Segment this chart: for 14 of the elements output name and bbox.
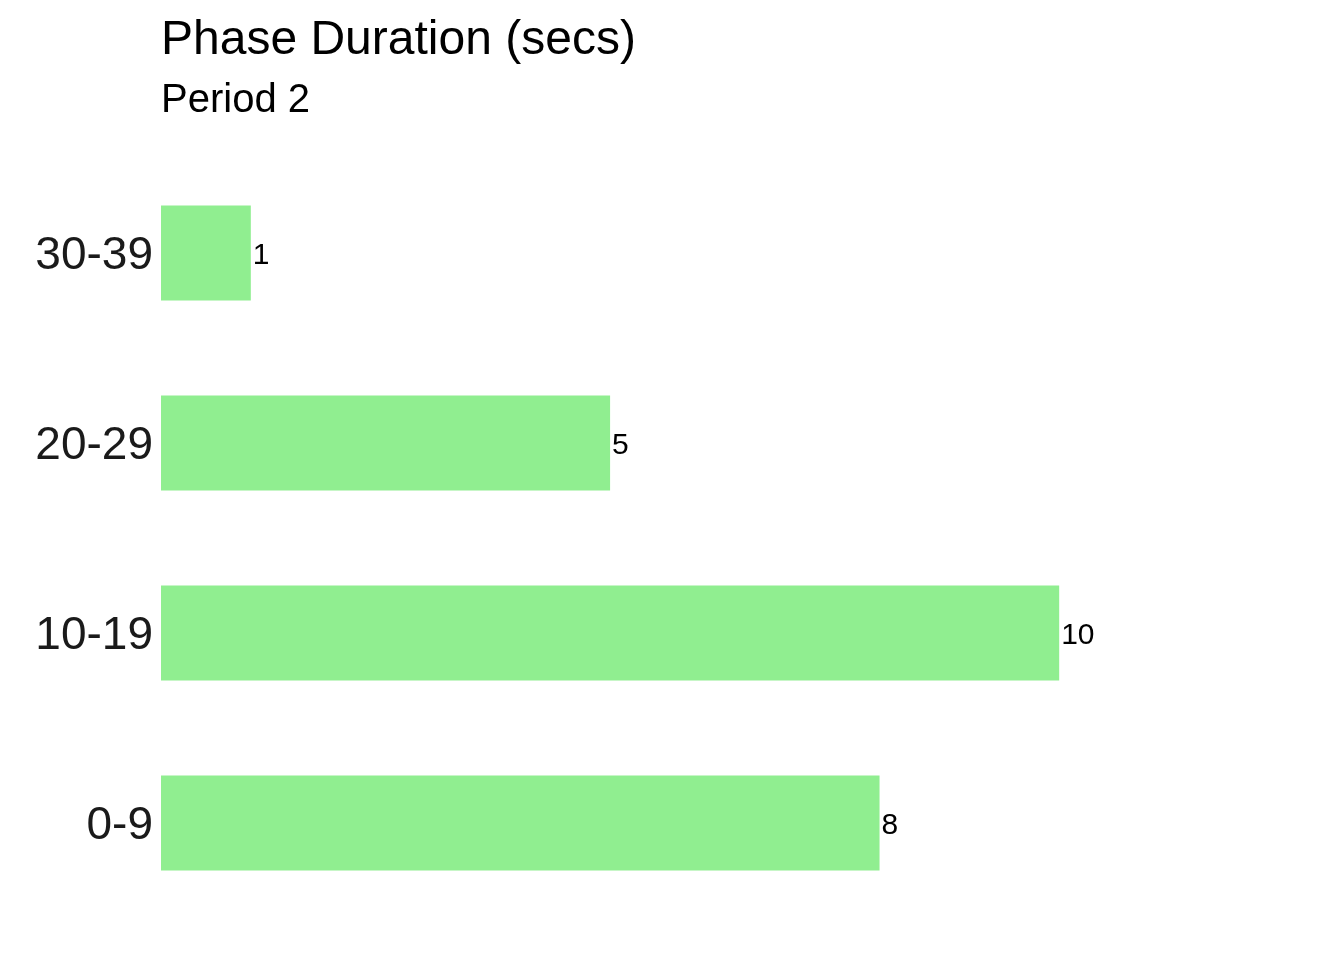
data-label: 10 xyxy=(1061,616,1095,650)
chart-subtitle: Period 2 xyxy=(161,76,310,121)
data-label: 5 xyxy=(612,426,629,460)
bar xyxy=(161,585,1060,681)
y-tick-label: 20-29 xyxy=(35,417,153,470)
bar xyxy=(161,775,880,871)
bar xyxy=(161,395,611,491)
bar xyxy=(161,205,251,301)
y-tick-label: 10-19 xyxy=(35,607,153,660)
y-tick-label: 0-9 xyxy=(86,797,153,850)
data-label: 8 xyxy=(881,806,899,840)
y-tick-label: 30-39 xyxy=(35,227,153,280)
chart-title: Phase Duration (secs) xyxy=(161,10,636,65)
data-label: 1 xyxy=(252,236,270,270)
